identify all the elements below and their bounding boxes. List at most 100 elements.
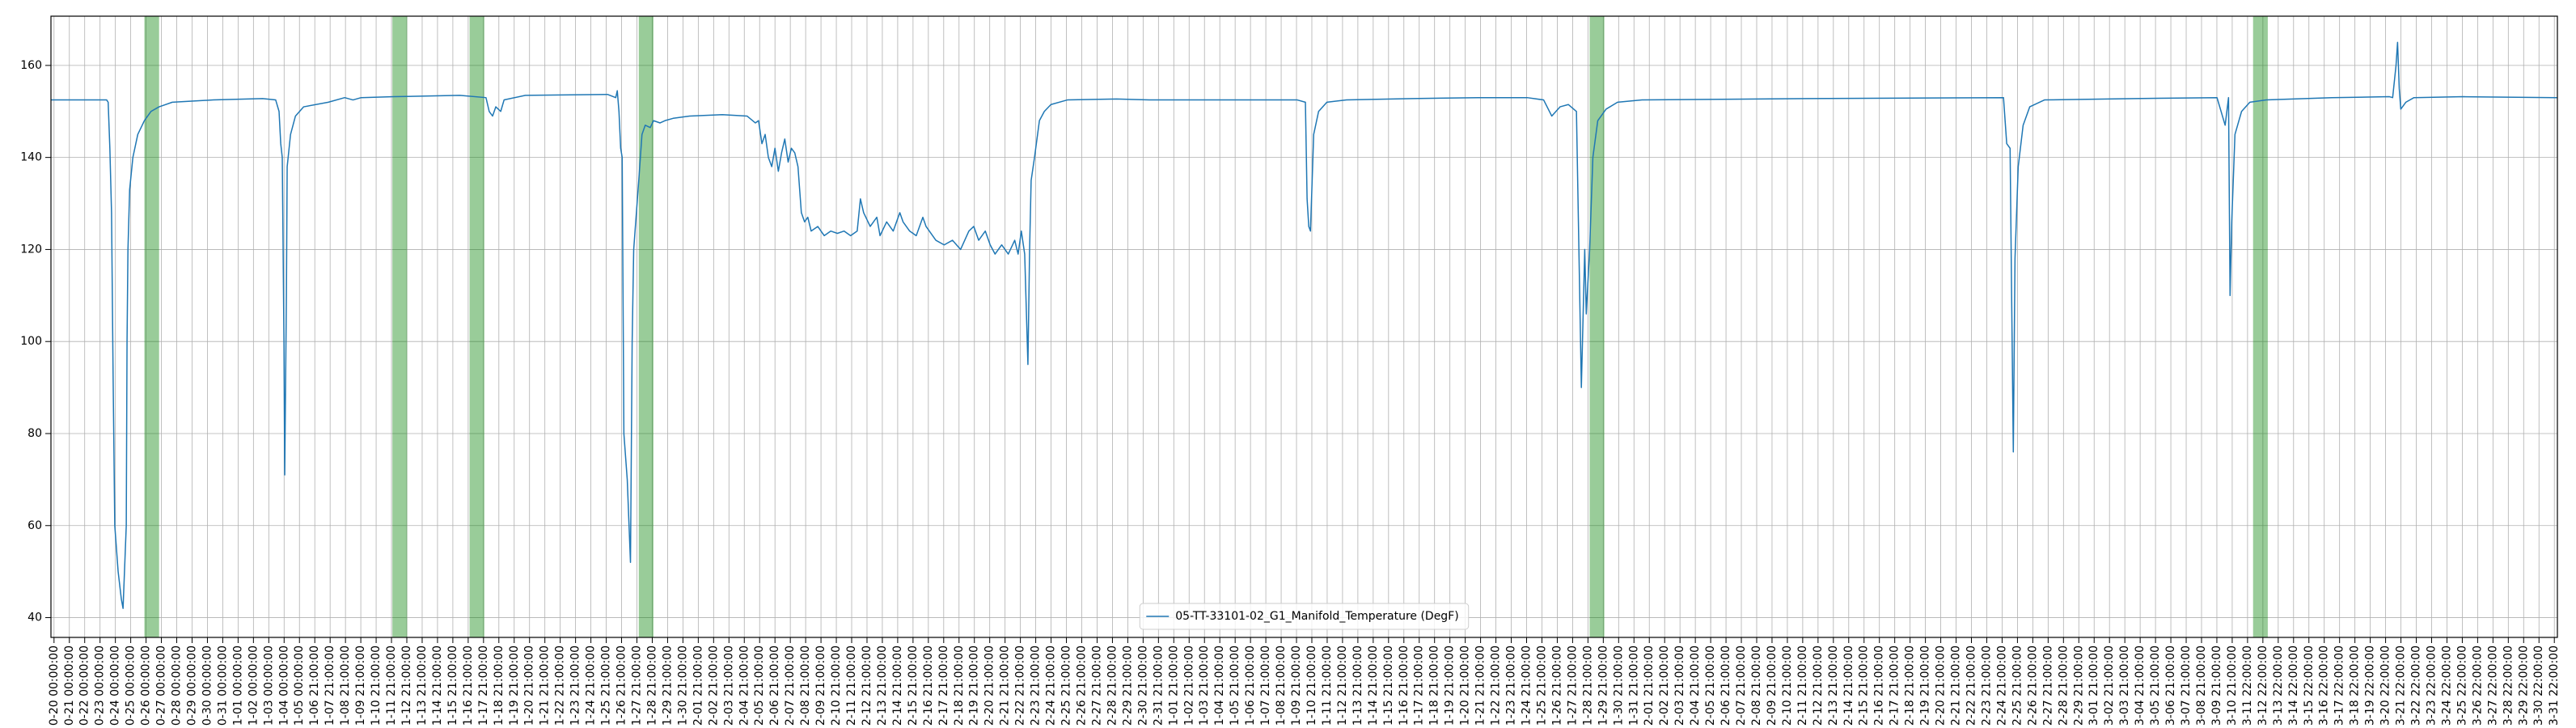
x-tick-label: 3-25 22:00:00 [2455, 645, 2468, 726]
x-tick-label: 1-24 21:00:00 [1521, 645, 1533, 726]
x-tick-label: 0-26 00:00:00 [140, 645, 153, 726]
x-tick-label: 2-08 21:00:00 [799, 645, 812, 726]
x-tick-label: 1-05 00:00:00 [293, 645, 306, 726]
x-tick-label: 2-21 21:00:00 [1950, 645, 1963, 726]
x-tick-label: 2-10 21:00:00 [830, 645, 843, 726]
x-tick-label: 2-18 21:00:00 [1904, 645, 1917, 726]
x-tick-label: 1-06 21:00:00 [1244, 645, 1257, 726]
x-tick-label: 2-15 21:00:00 [907, 645, 920, 726]
x-tick-label: 3-06 21:00:00 [2164, 645, 2177, 726]
x-tick-label: 1-21 21:00:00 [1474, 645, 1487, 726]
x-tick-label: 1-20 21:00:00 [1459, 645, 1472, 726]
x-tick-label: 2-04 21:00:00 [738, 645, 751, 726]
x-tick-label: 2-06 21:00:00 [1719, 645, 1732, 726]
x-tick-label: 1-06 21:00:00 [308, 645, 321, 726]
x-tick-label: 3-18 22:00:00 [2349, 645, 2362, 726]
x-tick-label: 3-10 21:00:00 [2226, 645, 2239, 726]
x-tick-label: 2-13 21:00:00 [1827, 645, 1840, 726]
x-tick-label: 2-22 21:00:00 [1965, 645, 1978, 726]
y-tick-label: 80 [27, 427, 42, 440]
x-tick-label: 3-23 22:00:00 [2425, 645, 2438, 726]
x-tick-label: 2-28 21:00:00 [1106, 645, 1119, 726]
x-tick-label: 3-19 22:00:00 [2364, 645, 2377, 726]
x-tick-label: 3-12 22:00:00 [2257, 645, 2269, 726]
y-tick-label: 140 [20, 151, 42, 164]
x-tick-label: 1-08 21:00:00 [339, 645, 352, 726]
x-tick-label: 1-16 21:00:00 [462, 645, 475, 726]
x-tick-label: 2-23 21:00:00 [1030, 645, 1043, 726]
x-tick-label: 2-05 21:00:00 [753, 645, 766, 726]
x-tick-label: 1-23 21:00:00 [1505, 645, 1518, 726]
x-tick-label: 1-15 21:00:00 [1382, 645, 1395, 726]
x-tick-label: 1-29 21:00:00 [1597, 645, 1609, 726]
x-tick-label: 1-14 21:00:00 [431, 645, 444, 726]
x-tick-label: 1-30 21:00:00 [676, 645, 689, 726]
legend-label: 05-TT-33101-02_G1_Manifold_Temperature (… [1175, 610, 1458, 623]
x-tick-label: 2-24 21:00:00 [1045, 645, 1058, 726]
x-tick-label: 2-20 21:00:00 [983, 645, 996, 726]
x-tick-label: 2-14 21:00:00 [891, 645, 904, 726]
x-tick-label: 2-26 21:00:00 [2026, 645, 2039, 726]
x-tick-label: 1-19 21:00:00 [1444, 645, 1457, 726]
x-tick-label: 0-29 00:00:00 [185, 645, 198, 726]
x-tick-label: 1-07 21:00:00 [324, 645, 336, 726]
x-tick-label: 1-28 21:00:00 [1581, 645, 1594, 726]
x-tick-label: 1-25 21:00:00 [600, 645, 613, 726]
x-tick-label: 2-11 21:00:00 [1796, 645, 1809, 726]
x-tick-label: 3-30 22:00:00 [2532, 645, 2545, 726]
x-tick-label: 1-04 21:00:00 [1213, 645, 1226, 726]
x-tick-label: 2-21 21:00:00 [999, 645, 1012, 726]
x-tick-label: 2-28 21:00:00 [2057, 645, 2070, 726]
x-tick-label: 1-10 21:00:00 [1305, 645, 1318, 726]
x-tick-label: 3-27 22:00:00 [2486, 645, 2499, 726]
x-tick-label: 0-25 00:00:00 [125, 645, 137, 726]
x-tick-label: 3-21 22:00:00 [2395, 645, 2408, 726]
x-tick-label: 1-21 21:00:00 [539, 645, 552, 726]
x-tick-label: 2-06 21:00:00 [768, 645, 781, 726]
x-tick-label: 1-22 21:00:00 [1490, 645, 1503, 726]
x-tick-label: 1-26 21:00:00 [1550, 645, 1563, 726]
x-tick-label: 1-08 21:00:00 [1275, 645, 1288, 726]
x-tick-label: 2-15 21:00:00 [1858, 645, 1871, 726]
x-tick-label: 2-03 21:00:00 [1673, 645, 1686, 726]
x-tick-label: 2-16 21:00:00 [922, 645, 935, 726]
x-tick-label: 1-07 21:00:00 [1259, 645, 1272, 726]
x-tick-label: 2-31 21:00:00 [1152, 645, 1165, 726]
x-tick-label: 3-29 22:00:00 [2517, 645, 2530, 726]
x-tick-label: 2-04 21:00:00 [1689, 645, 1702, 726]
x-tick-label: 2-19 21:00:00 [968, 645, 981, 726]
x-tick-label: 1-03 00:00:00 [262, 645, 275, 726]
x-tick-label: 1-28 21:00:00 [645, 645, 658, 726]
x-tick-label: 1-02 21:00:00 [1182, 645, 1195, 726]
data-line [51, 41, 2557, 609]
x-tick-label: 3-01 21:00:00 [2087, 645, 2100, 726]
x-tick-label: 3-05 21:00:00 [2149, 645, 2162, 726]
x-tick-label: 2-02 21:00:00 [1658, 645, 1671, 726]
x-tick-label: 1-15 21:00:00 [446, 645, 459, 726]
x-tick-label: 2-09 21:00:00 [814, 645, 827, 726]
x-tick-label: 1-22 21:00:00 [554, 645, 567, 726]
x-tick-label: 2-10 21:00:00 [1781, 645, 1794, 726]
x-tick-label: 1-23 21:00:00 [569, 645, 582, 726]
x-tick-label: 1-18 21:00:00 [493, 645, 505, 726]
x-tick-label: 1-10 21:00:00 [370, 645, 383, 726]
x-tick-label: 3-17 22:00:00 [2333, 645, 2346, 726]
x-tick-label: 2-01 21:00:00 [692, 645, 704, 726]
x-tick-label: 3-15 22:00:00 [2303, 645, 2316, 726]
x-tick-label: 1-19 21:00:00 [508, 645, 521, 726]
x-tick-label: 1-09 21:00:00 [1290, 645, 1303, 726]
x-tick-label: 3-14 22:00:00 [2287, 645, 2300, 726]
x-tick-label: 2-01 21:00:00 [1643, 645, 1656, 726]
x-tick-label: 2-20 21:00:00 [1935, 645, 1948, 726]
x-tick-label: 2-26 21:00:00 [1075, 645, 1088, 726]
x-tick-label: 2-22 21:00:00 [1014, 645, 1027, 726]
x-tick-label: 2-17 21:00:00 [937, 645, 950, 726]
x-tick-label: 2-18 21:00:00 [953, 645, 966, 726]
x-tick-label: 1-26 21:00:00 [615, 645, 628, 726]
x-tick-label: 1-20 21:00:00 [523, 645, 536, 726]
x-tick-label: 1-27 21:00:00 [630, 645, 643, 726]
x-tick-label: 2-19 21:00:00 [1919, 645, 1932, 726]
x-tick-label: 0-21 00:00:00 [63, 645, 76, 726]
x-tick-label: 2-13 21:00:00 [876, 645, 889, 726]
